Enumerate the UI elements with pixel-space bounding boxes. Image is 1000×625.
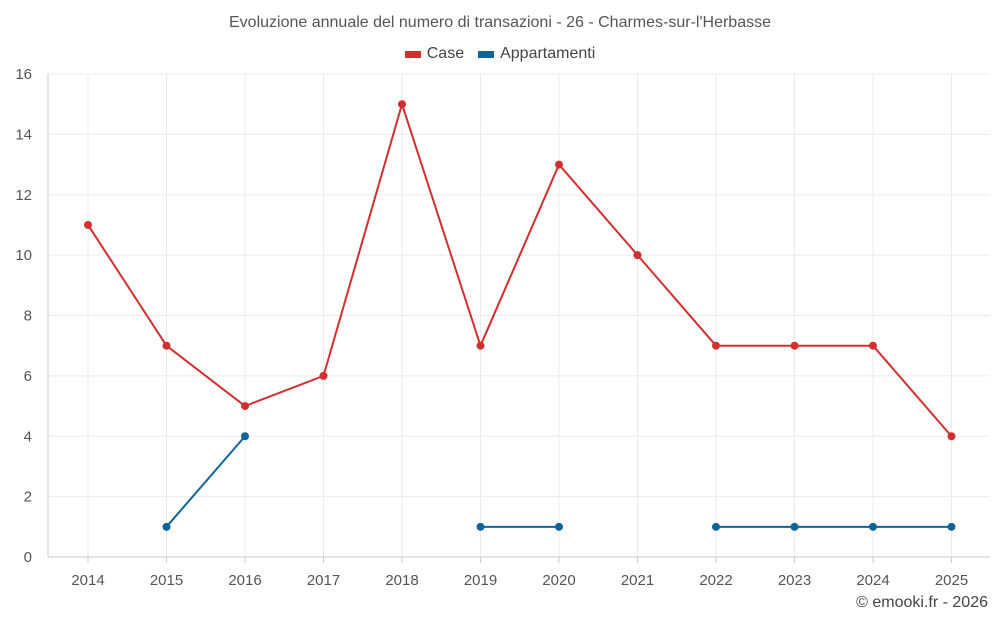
x-tick-label: 2025 [935, 572, 968, 589]
x-tick-label: 2017 [307, 572, 340, 589]
x-tick-label: 2020 [542, 572, 575, 589]
legend: Case Appartamenti [0, 45, 1000, 63]
y-tick-label: 14 [15, 126, 32, 143]
data-point-appartamenti [476, 522, 485, 531]
legend-item-case[interactable]: Case [404, 45, 465, 63]
legend-swatch-appartamenti [478, 50, 495, 58]
data-point-case [241, 402, 249, 411]
data-point-case [869, 341, 877, 350]
data-point-case [476, 341, 485, 350]
legend-label-appartamenti: Appartamenti [500, 45, 596, 62]
y-tick-label: 2 [24, 489, 32, 506]
y-tick-label: 6 [24, 368, 32, 385]
y-tick-label: 16 [15, 66, 32, 83]
data-point-case [319, 371, 328, 380]
data-point-appartamenti [790, 522, 799, 531]
data-point-appartamenti [869, 522, 877, 531]
data-point-appartamenti [241, 432, 249, 441]
y-tick-label: 8 [24, 308, 32, 325]
y-tick-label: 4 [24, 428, 32, 445]
data-point-case [398, 100, 406, 109]
x-tick-label: 2018 [385, 572, 418, 589]
x-tick-label: 2022 [699, 572, 732, 589]
legend-item-appartamenti[interactable]: Appartamenti [478, 45, 595, 63]
data-point-appartamenti [947, 522, 956, 531]
y-tick-label: 0 [24, 549, 32, 566]
data-point-case [84, 220, 92, 229]
data-point-case [947, 432, 956, 441]
legend-swatch-case [404, 50, 421, 58]
data-point-case [162, 341, 171, 350]
chart-title: Evoluzione annuale del numero di transaz… [229, 14, 771, 31]
y-tick-label: 10 [15, 247, 32, 264]
data-point-appartamenti [162, 522, 171, 531]
series-line-appartamenti [165, 435, 246, 528]
x-tick-label: 2024 [856, 572, 889, 589]
y-tick-label: 12 [15, 187, 32, 204]
data-point-case [790, 341, 799, 350]
series-line-case [87, 103, 953, 437]
data-point-case [555, 160, 563, 169]
x-tick-label: 2023 [778, 572, 811, 589]
credit-text: © emooki.fr - 2026 [856, 594, 988, 611]
x-tick-label: 2019 [464, 572, 497, 589]
x-tick-label: 2015 [150, 572, 183, 589]
x-tick-label: 2021 [621, 572, 654, 589]
data-point-appartamenti [555, 522, 563, 531]
data-point-appartamenti [712, 522, 720, 531]
x-tick-label: 2014 [71, 572, 104, 589]
legend-label-case: Case [426, 45, 465, 62]
data-point-case [712, 341, 720, 350]
data-point-case [633, 251, 642, 260]
x-tick-label: 2016 [228, 572, 261, 589]
